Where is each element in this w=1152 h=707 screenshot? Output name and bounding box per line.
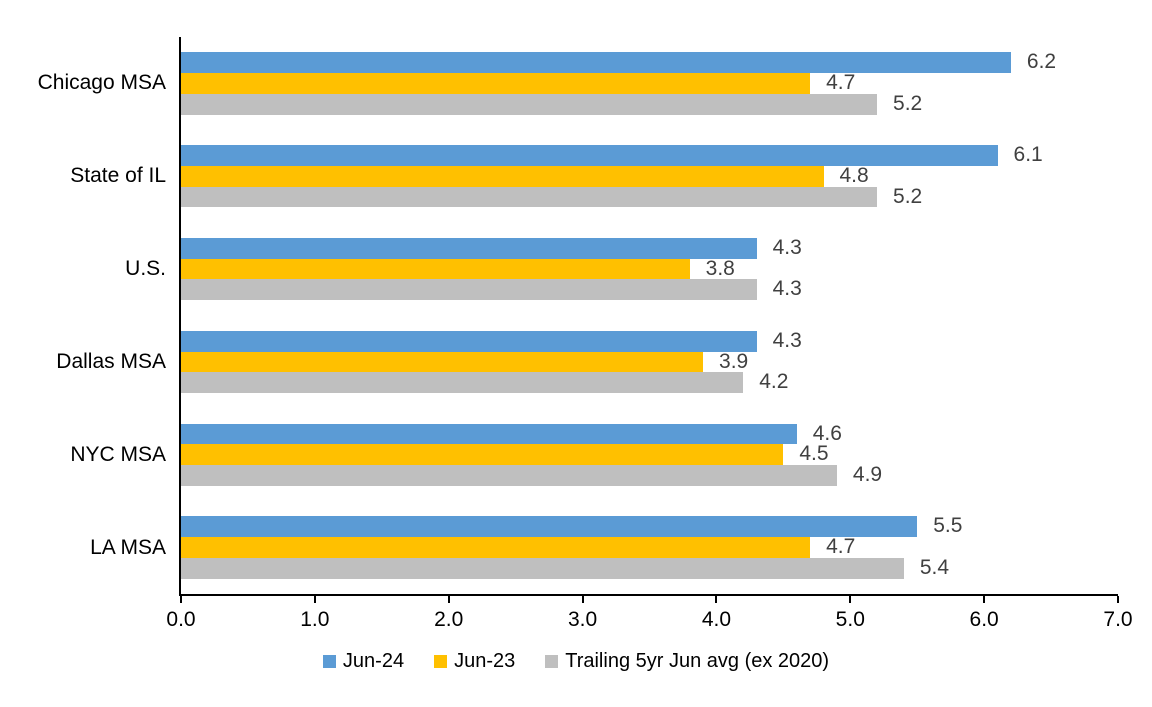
axis-tick <box>849 596 852 603</box>
axis-tick-label: 6.0 <box>969 608 999 631</box>
data-label: 5.4 <box>919 555 950 579</box>
bar <box>181 537 811 558</box>
data-label: 6.2 <box>1026 50 1057 74</box>
category-label: U.S. <box>125 257 166 281</box>
bar-line: 4.3 <box>181 235 1118 259</box>
bar-line: 5.5 <box>181 514 1118 538</box>
data-label: 4.2 <box>759 370 789 394</box>
bar <box>181 372 744 394</box>
bar <box>181 258 690 280</box>
bar-group: 4.3 3.8 4.3 <box>181 223 1118 316</box>
data-label: 4.7 <box>826 71 856 95</box>
axis-tick <box>180 596 182 603</box>
legend: Jun-24 Jun-23 Trailing 5yr Jun avg (ex 202… <box>0 650 1152 673</box>
category-axis: Chicago MSA State of IL U.S. Dallas MSA NYC … <box>0 37 166 594</box>
data-label: 4.5 <box>799 442 829 466</box>
data-label: 4.7 <box>826 535 856 559</box>
bar <box>181 279 757 301</box>
bar-line: 4.7 <box>181 535 1118 559</box>
bar-line: 6.2 <box>181 50 1118 74</box>
bar-line: 4.7 <box>181 71 1118 95</box>
data-label: 4.3 <box>772 235 802 259</box>
bar-group: 4.3 3.9 4.2 <box>181 315 1118 408</box>
bar-group: 5.5 4.7 5.4 <box>181 501 1118 594</box>
legend-label: Trailing 5yr Jun avg (ex 2020) <box>565 650 830 672</box>
bar-line: 4.6 <box>181 421 1118 445</box>
bar <box>181 351 704 373</box>
bar-line: 5.2 <box>181 91 1118 115</box>
legend-swatch-icon <box>545 655 559 668</box>
bar-line: 4.3 <box>181 328 1118 352</box>
category-label: Chicago MSA <box>37 71 166 95</box>
data-label: 4.9 <box>852 463 883 487</box>
bar-line: 5.4 <box>181 555 1118 579</box>
axis-tick <box>983 596 986 603</box>
axis-tick-label: 7.0 <box>1103 608 1133 631</box>
bar-line: 5.2 <box>181 184 1118 208</box>
axis-tick <box>313 596 316 603</box>
x-axis-labels: 0.0 1.0 2.0 3.0 4.0 5.0 6.0 7.0 <box>166 608 1132 634</box>
bar-line: 4.9 <box>181 463 1118 487</box>
category-label: Dallas MSA <box>56 349 166 373</box>
category-label: State of IL <box>70 164 166 188</box>
bar-group: 6.1 4.8 5.2 <box>181 130 1118 223</box>
data-label: 5.2 <box>893 184 923 208</box>
bar <box>181 237 757 259</box>
legend-swatch-icon <box>434 655 448 668</box>
bar-line: 4.8 <box>181 163 1118 187</box>
category-label: NYC MSA <box>70 442 166 466</box>
axis-tick <box>1117 596 1119 603</box>
axis-tick <box>447 596 450 603</box>
axis-tick <box>715 596 718 603</box>
legend-swatch-icon <box>322 655 336 668</box>
bar-line: 4.3 <box>181 277 1118 301</box>
axis-tick-label: 3.0 <box>567 608 598 631</box>
bar <box>181 423 797 445</box>
axis-tick-label: 1.0 <box>300 608 330 631</box>
data-label: 4.6 <box>812 421 842 445</box>
bar <box>181 330 757 352</box>
bar <box>181 73 811 94</box>
data-label: 3.9 <box>719 349 749 373</box>
bar-line: 4.5 <box>181 442 1118 466</box>
data-label: 4.3 <box>772 328 802 352</box>
data-label: 5.5 <box>933 514 963 538</box>
bar <box>181 444 784 466</box>
data-label: 4.8 <box>839 163 869 187</box>
axis-tick-label: 2.0 <box>434 608 464 631</box>
bar <box>181 516 918 538</box>
bar-line: 4.2 <box>181 370 1118 394</box>
legend-label: Jun-24 <box>342 650 405 672</box>
data-label: 5.2 <box>893 91 923 115</box>
bar-line: 3.8 <box>181 256 1118 280</box>
legend-label: Jun-23 <box>454 650 516 672</box>
data-label: 6.1 <box>1013 143 1043 167</box>
data-label: 4.3 <box>772 277 802 301</box>
legend-item: Jun-24 <box>322 650 405 673</box>
data-label: 3.8 <box>705 256 735 280</box>
legend-item: Trailing 5yr Jun avg (ex 2020) <box>545 650 829 673</box>
bar-group: 6.2 4.7 5.2 <box>181 37 1118 130</box>
axis-tick-label: 5.0 <box>835 608 865 631</box>
bar <box>181 165 824 187</box>
axis-tick-label: 0.0 <box>166 608 196 631</box>
axis-tick-label: 4.0 <box>701 608 732 631</box>
bar <box>181 145 998 166</box>
bar-line: 3.9 <box>181 349 1118 373</box>
bar <box>181 93 878 115</box>
legend-item: Jun-23 <box>434 650 515 673</box>
bar-group: 4.6 4.5 4.9 <box>181 408 1118 501</box>
plot-area: 6.2 4.7 5.2 6.1 4.8 5.2 4.3 3.8 4.3 4.3 3.9 4.2 4.6 4… <box>179 37 1119 603</box>
bar <box>181 186 878 208</box>
bar <box>181 557 904 579</box>
bar-groups: 6.2 4.7 5.2 6.1 4.8 5.2 4.3 3.8 4.3 4.3 3.9 4.2 4.6 4… <box>181 37 1118 594</box>
bar <box>181 52 1011 74</box>
bar <box>181 465 837 486</box>
category-label: LA MSA <box>90 535 166 559</box>
axis-tick <box>581 596 584 603</box>
bar-line: 6.1 <box>181 143 1118 167</box>
